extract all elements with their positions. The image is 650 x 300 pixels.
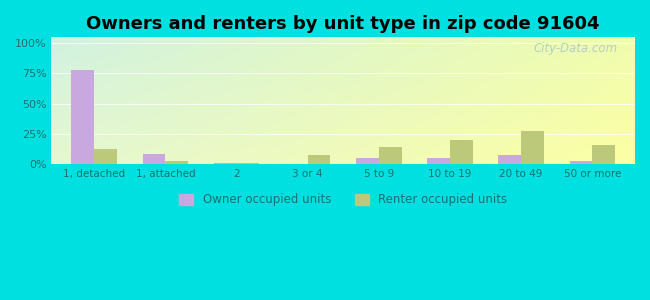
Title: Owners and renters by unit type in zip code 91604: Owners and renters by unit type in zip c… — [86, 15, 600, 33]
Bar — [94, 149, 117, 164]
Bar — [142, 154, 165, 164]
Bar — [521, 131, 544, 164]
Bar — [356, 158, 379, 164]
Bar — [499, 155, 521, 164]
Bar — [214, 163, 237, 164]
Bar — [165, 161, 188, 164]
Bar — [237, 163, 259, 164]
Text: City-Data.com: City-Data.com — [534, 42, 618, 56]
Bar — [592, 145, 615, 164]
Bar — [72, 70, 94, 164]
Bar — [569, 161, 592, 164]
Bar — [307, 155, 330, 164]
Bar — [450, 140, 473, 164]
Bar — [379, 147, 402, 164]
Legend: Owner occupied units, Renter occupied units: Owner occupied units, Renter occupied un… — [174, 189, 512, 211]
Bar — [427, 158, 450, 164]
